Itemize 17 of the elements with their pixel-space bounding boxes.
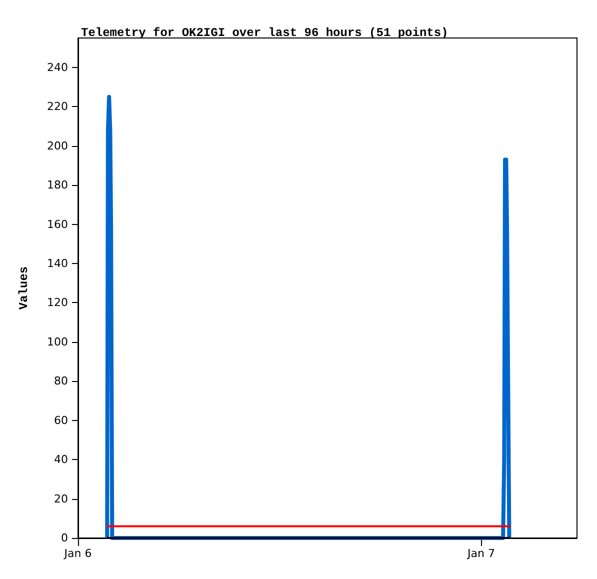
y-axis-title: Values bbox=[17, 266, 31, 310]
y-tick-label: 0 bbox=[61, 532, 68, 544]
y-tick-label: 100 bbox=[47, 335, 68, 348]
x-tick-label: Jan 6 bbox=[63, 547, 92, 560]
x-tick-label: Jan 7 bbox=[466, 547, 495, 560]
y-tick-label: 200 bbox=[47, 139, 68, 152]
y-tick-label: 180 bbox=[47, 178, 68, 192]
y-tick-label: 240 bbox=[47, 60, 68, 74]
y-tick-label: 120 bbox=[47, 296, 68, 310]
y-tick-label: 20 bbox=[54, 492, 68, 506]
chart-title: Telemetry for OK2IGI over last 96 hours (51 points) bbox=[81, 26, 448, 40]
y-tick-label: 40 bbox=[54, 453, 68, 466]
y-tick-label: 60 bbox=[54, 414, 68, 427]
y-tick-label: 140 bbox=[47, 256, 68, 270]
y-tick-label: 80 bbox=[54, 374, 68, 388]
y-tick-label: 160 bbox=[47, 218, 68, 231]
y-tick-label: 220 bbox=[47, 100, 68, 114]
